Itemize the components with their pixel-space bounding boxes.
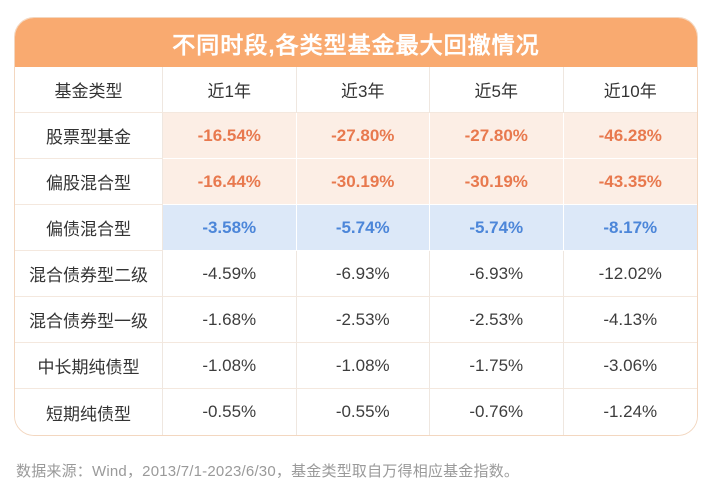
cell-value: -3.06% [563, 343, 697, 389]
data-source-note: 数据来源：Wind，2013/7/1-2023/6/30，基金类型取自万得相应基… [16, 463, 520, 480]
cell-value: -4.13% [563, 297, 697, 343]
column-header-10y: 近10年 [563, 67, 697, 113]
row-label: 偏股混合型 [15, 159, 163, 205]
cell-value: -0.76% [430, 389, 564, 435]
cell-value: -46.28% [563, 113, 697, 159]
cell-value: -2.53% [296, 297, 430, 343]
table-row-equity-hybrid: 偏股混合型 -16.44% -30.19% -30.19% -43.35% [15, 159, 697, 205]
table-header-row: 基金类型 近1年 近3年 近5年 近10年 [15, 67, 697, 113]
card-title: 不同时段,各类型基金最大回撤情况 [15, 18, 697, 67]
column-header-fund-type: 基金类型 [15, 67, 163, 113]
cell-value: -0.55% [296, 389, 430, 435]
cell-value: -8.17% [563, 205, 697, 251]
column-header-5y: 近5年 [430, 67, 564, 113]
table-row-hybrid-bond-1: 混合债券型一级 -1.68% -2.53% -2.53% -4.13% [15, 297, 697, 343]
cell-value: -30.19% [296, 159, 430, 205]
column-header-3y: 近3年 [296, 67, 430, 113]
cell-value: -16.54% [163, 113, 297, 159]
cell-value: -6.93% [430, 251, 564, 297]
cell-value: -16.44% [163, 159, 297, 205]
table-row-bond-hybrid: 偏债混合型 -3.58% -5.74% -5.74% -8.17% [15, 205, 697, 251]
cell-value: -2.53% [430, 297, 564, 343]
row-label: 股票型基金 [15, 113, 163, 159]
cell-value: -27.80% [430, 113, 564, 159]
cell-value: -1.24% [563, 389, 697, 435]
column-header-1y: 近1年 [163, 67, 297, 113]
table-row-medium-long-bond: 中长期纯债型 -1.08% -1.08% -1.75% -3.06% [15, 343, 697, 389]
table-row-short-term-bond: 短期纯债型 -0.55% -0.55% -0.76% -1.24% [15, 389, 697, 435]
row-label: 偏债混合型 [15, 205, 163, 251]
cell-value: -0.55% [163, 389, 297, 435]
cell-value: -5.74% [296, 205, 430, 251]
cell-value: -5.74% [430, 205, 564, 251]
row-label: 混合债券型二级 [15, 251, 163, 297]
row-label: 短期纯债型 [15, 389, 163, 435]
fund-drawdown-card: 不同时段,各类型基金最大回撤情况 基金类型 近1年 近3年 近5年 近10年 股… [14, 17, 698, 436]
cell-value: -27.80% [296, 113, 430, 159]
cell-value: -3.58% [163, 205, 297, 251]
drawdown-table: 基金类型 近1年 近3年 近5年 近10年 股票型基金 -16.54% -27.… [15, 67, 697, 435]
cell-value: -6.93% [296, 251, 430, 297]
cell-value: -43.35% [563, 159, 697, 205]
cell-value: -1.68% [163, 297, 297, 343]
row-label: 中长期纯债型 [15, 343, 163, 389]
table-row-hybrid-bond-2: 混合债券型二级 -4.59% -6.93% -6.93% -12.02% [15, 251, 697, 297]
row-label: 混合债券型一级 [15, 297, 163, 343]
cell-value: -4.59% [163, 251, 297, 297]
table-row-stock-fund: 股票型基金 -16.54% -27.80% -27.80% -46.28% [15, 113, 697, 159]
cell-value: -1.75% [430, 343, 564, 389]
cell-value: -30.19% [430, 159, 564, 205]
cell-value: -1.08% [163, 343, 297, 389]
cell-value: -1.08% [296, 343, 430, 389]
cell-value: -12.02% [563, 251, 697, 297]
